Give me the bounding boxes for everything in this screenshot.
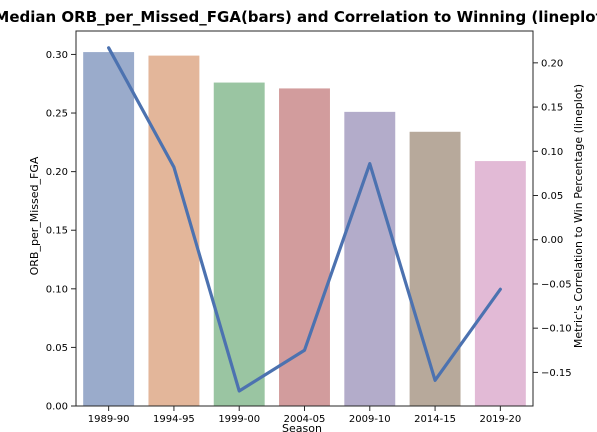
bar-1999-00 xyxy=(214,83,265,406)
y-tick-label: 0.30 xyxy=(46,50,68,61)
y2-tick-label: −0.05 xyxy=(541,279,572,290)
bar-2014-15 xyxy=(410,132,461,406)
y-tick-label: 0.20 xyxy=(46,167,68,178)
y2-axis-label: Metric's Correlation to Win Percentage (… xyxy=(572,84,585,348)
y-tick-label: 0.05 xyxy=(46,343,68,354)
y-tick-label: 0.25 xyxy=(46,109,68,120)
bar-2004-05 xyxy=(279,88,330,406)
y2-tick-label: 0.10 xyxy=(541,147,563,158)
x-tick-label: 1999-00 xyxy=(218,414,260,425)
x-tick-label: 2019-20 xyxy=(479,414,521,425)
x-tick-label: 2014-15 xyxy=(414,414,456,425)
y2-tick-label: 0.15 xyxy=(541,103,563,114)
y2-tick-label: 0.00 xyxy=(541,235,563,246)
y2-tick-label: −0.15 xyxy=(541,368,572,379)
bar-2019-20 xyxy=(475,161,526,406)
y-axis-label: ORB_per_Missed_FGA xyxy=(28,156,41,275)
bar-2009-10 xyxy=(344,112,395,406)
bar-1989-90 xyxy=(83,52,134,406)
y2-tick-label: 0.05 xyxy=(541,191,563,202)
x-tick-label: 1989-90 xyxy=(88,414,130,425)
x-tick-label: 2009-10 xyxy=(349,414,391,425)
y-tick-label: 0.00 xyxy=(46,402,68,413)
y-tick-label: 0.10 xyxy=(46,284,68,295)
bars-layer xyxy=(83,52,526,406)
x-axis-label: Season xyxy=(282,422,322,432)
chart-title: Median ORB_per_Missed_FGA(bars) and Corr… xyxy=(0,8,597,26)
y2-tick-label: −0.10 xyxy=(541,324,572,335)
y2-tick-label: 0.20 xyxy=(541,58,563,69)
y-tick-label: 0.15 xyxy=(46,226,68,237)
x-tick-label: 1994-95 xyxy=(153,414,195,425)
